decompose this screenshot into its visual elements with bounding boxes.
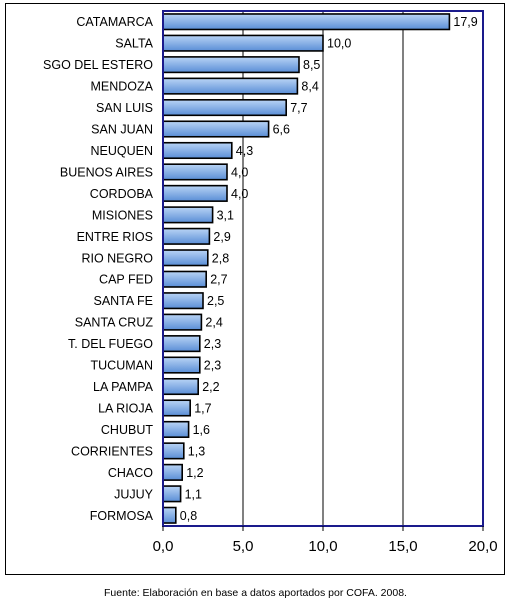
category-label: CORDOBA <box>90 187 154 201</box>
value-label: 2,9 <box>213 230 230 244</box>
category-label: TUCUMAN <box>91 359 154 373</box>
category-label: BUENOS AIRES <box>60 165 153 179</box>
value-label: 4,3 <box>236 144 253 158</box>
chart-frame: CATAMARCA 17,9 SALTA 10,0 SGO DEL ESTERO 8,5 M… <box>5 3 505 575</box>
value-label: 1,7 <box>194 401 211 415</box>
bar <box>162 206 214 224</box>
category-label: CHACO <box>108 466 153 480</box>
x-tick-label: 0,0 <box>153 538 174 555</box>
value-label: 8,5 <box>303 58 320 72</box>
source-note: Fuente: Elaboración en base a datos apor… <box>104 587 407 599</box>
value-label: 2,3 <box>204 359 221 373</box>
value-label: 10,0 <box>327 37 351 51</box>
value-label: 4,0 <box>231 187 248 201</box>
value-label: 2,5 <box>207 294 224 308</box>
bar <box>162 249 209 267</box>
category-label: SANTA FE <box>93 294 153 308</box>
value-label: 8,4 <box>301 80 318 94</box>
category-label: CHUBUT <box>101 423 153 437</box>
bar <box>162 56 300 74</box>
category-label: CATAMARCA <box>76 15 153 29</box>
bar-chart: CATAMARCA 17,9 SALTA 10,0 SGO DEL ESTERO 8,5 M… <box>43 10 498 555</box>
bar <box>162 184 228 202</box>
bar <box>162 463 184 481</box>
bar <box>162 163 228 181</box>
category-label: LA RIOJA <box>98 401 154 415</box>
bar <box>162 335 201 353</box>
bar <box>162 99 287 117</box>
bar <box>162 485 182 503</box>
x-axis-ticks: 0,0 5,0 10,0 15,0 20,0 <box>153 526 498 555</box>
bar <box>162 77 299 95</box>
category-label: CAP FED <box>99 273 153 287</box>
labels: CATAMARCA 17,9 SALTA 10,0 SGO DEL ESTERO 8,5 M… <box>43 15 478 523</box>
category-label: SAN JUAN <box>91 123 153 137</box>
category-label: LA PAMPA <box>93 380 154 394</box>
value-label: 7,7 <box>290 101 307 115</box>
value-label: 17,9 <box>453 15 477 29</box>
x-tick-label: 5,0 <box>233 538 254 555</box>
bar <box>162 442 185 460</box>
bar <box>162 141 233 160</box>
value-label: 6,6 <box>273 123 290 137</box>
bar <box>162 270 208 288</box>
x-tick-label: 15,0 <box>388 538 417 555</box>
value-label: 2,8 <box>212 251 229 265</box>
bar <box>162 120 270 138</box>
gridlines <box>242 11 404 526</box>
x-tick-label: 20,0 <box>468 538 497 555</box>
bar <box>162 420 190 438</box>
value-label: 2,7 <box>210 273 227 287</box>
category-label: T. DEL FUEGO <box>68 337 153 351</box>
value-label: 1,1 <box>185 487 202 501</box>
bar <box>162 292 204 310</box>
category-label: NEUQUEN <box>90 144 153 158</box>
value-label: 0,8 <box>180 509 197 523</box>
value-label: 1,3 <box>188 444 205 458</box>
category-label: FORMOSA <box>90 509 154 523</box>
value-label: 2,3 <box>204 337 221 351</box>
category-label: SGO DEL ESTERO <box>43 58 153 72</box>
value-label: 1,2 <box>186 466 203 480</box>
value-label: 4,0 <box>231 165 248 179</box>
bar <box>162 34 324 52</box>
bar <box>162 227 211 245</box>
x-tick-label: 10,0 <box>308 538 337 555</box>
category-label: ENTRE RIOS <box>77 230 153 244</box>
bar <box>162 399 192 417</box>
category-label: MENDOZA <box>91 80 154 94</box>
bar <box>162 377 200 396</box>
category-label: SAN LUIS <box>96 101 153 115</box>
category-label: SALTA <box>115 37 153 51</box>
value-label: 1,6 <box>193 423 210 437</box>
category-label: JUJUY <box>114 487 154 501</box>
value-label: 3,1 <box>217 208 234 222</box>
category-label: SANTA CRUZ <box>75 316 154 330</box>
bar <box>162 356 201 374</box>
category-label: CORRIENTES <box>71 444 153 458</box>
value-label: 2,2 <box>202 380 219 394</box>
bar <box>162 13 451 31</box>
value-label: 2,4 <box>205 316 222 330</box>
bar <box>162 506 177 524</box>
category-label: MISIONES <box>92 208 153 222</box>
bar <box>162 313 203 331</box>
category-label: RIO NEGRO <box>81 251 153 265</box>
